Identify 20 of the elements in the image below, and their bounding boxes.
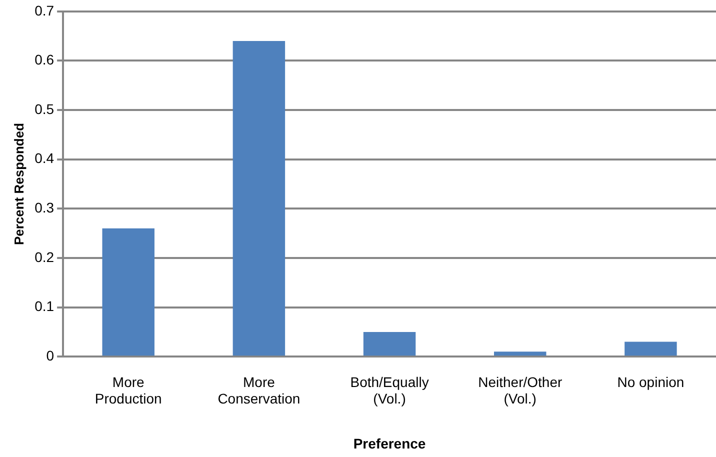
y-tick-label: 0.2 — [34, 248, 54, 265]
bar — [232, 40, 286, 356]
y-tick-label: 0.6 — [34, 52, 54, 68]
y-tick-label: 0.1 — [34, 298, 54, 314]
y-tick-label: 0.3 — [34, 200, 54, 216]
y-tick-label: 0.4 — [34, 150, 54, 166]
y-axis-title: Percent Responded — [11, 122, 26, 246]
x-axis-title: Preference — [353, 435, 426, 452]
y-tick-label: 0 — [46, 347, 54, 364]
x-tick-label: No opinion — [617, 374, 684, 390]
y-tick-label: 0.7 — [34, 2, 54, 18]
bar — [102, 228, 154, 356]
bar — [494, 352, 546, 356]
bar — [624, 342, 677, 356]
x-tick-label: Neither/Other (Vol.) — [478, 374, 562, 407]
x-tick-label: Both/Equally (Vol.) — [350, 374, 429, 407]
x-tick-label: More Conservation — [218, 374, 300, 407]
bar — [363, 332, 416, 356]
y-tick-label: 0.5 — [34, 100, 54, 117]
x-tick-label: More Production — [94, 374, 162, 407]
